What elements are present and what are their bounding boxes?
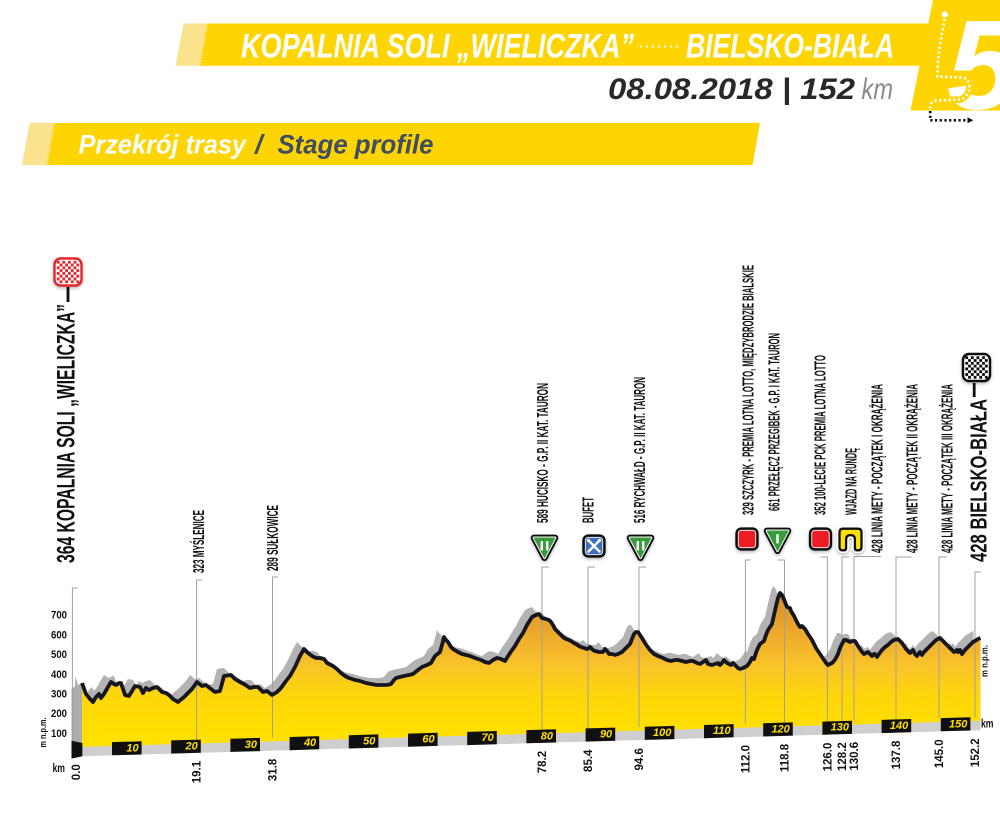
svg-text:112.0: 112.0 [740,745,752,773]
svg-text:661 PRZEŁĘCZ PRZEGIBEK - G.P.: 661 PRZEŁĘCZ PRZEGIBEK - G.P. I KAT. TAU… [767,333,784,511]
svg-text:428 LINIA METY - POCZĄTEK III: 428 LINIA METY - POCZĄTEK III OKRĄŻENIA [939,384,957,553]
svg-text:600: 600 [51,629,67,641]
svg-text:KOPALNIA SOLI „WIELICZKA”: KOPALNIA SOLI „WIELICZKA” [241,28,634,66]
svg-text:352 100-LECIE PCK PREMIA LOTNA: 352 100-LECIE PCK PREMIA LOTNA LOTTO [813,355,830,515]
svg-text:80: 80 [541,730,554,742]
svg-text:428 LINIA METY - POCZĄTEK I OK: 428 LINIA METY - POCZĄTEK I OKRĄŻENIA [869,384,887,553]
svg-text:40: 40 [303,737,317,749]
svg-text:85.4: 85.4 [583,749,595,772]
svg-text:78.2: 78.2 [537,751,549,773]
svg-text:118.8: 118.8 [780,743,792,772]
svg-text:289 SUŁKOWICE: 289 SUŁKOWICE [265,505,282,571]
svg-text:323 MYŚLENICE: 323 MYŚLENICE [189,510,208,573]
svg-text:516 RYCHWAŁD - G.P. II KAT. TA: 516 RYCHWAŁD - G.P. II KAT. TAURON [632,377,649,523]
svg-text:19.1: 19.1 [192,760,204,783]
svg-text:400: 400 [51,669,67,681]
svg-text:428 BIELSKO-BIAŁA: 428 BIELSKO-BIAŁA [966,399,992,562]
svg-text:m n.p.m.: m n.p.m. [38,718,48,748]
svg-text:30: 30 [245,739,258,751]
svg-text:m n.p.m.: m n.p.m. [980,645,990,677]
svg-text:150: 150 [949,718,968,730]
svg-text:0.0: 0.0 [71,764,83,780]
svg-text:km: km [53,763,66,775]
svg-text:126.0: 126.0 [822,743,834,772]
svg-text:BUFET: BUFET [581,497,598,523]
svg-text:Przekrój trasy: Przekrój trasy [79,130,248,160]
svg-text:Stage profile: Stage profile [278,130,434,160]
svg-text:20: 20 [185,741,199,753]
svg-text:50: 50 [363,735,376,747]
svg-text:145.0: 145.0 [934,739,946,768]
svg-text:700: 700 [51,610,67,622]
svg-text:110: 110 [713,725,731,737]
svg-text:364 KOPALNIA SOLI „WIELICZKA”: 364 KOPALNIA SOLI „WIELICZKA” [53,304,81,563]
svg-text:329 SZCZYRK - PREMIA LOTNA LOT: 329 SZCZYRK - PREMIA LOTNA LOTTO, MIĘDZY… [741,265,758,515]
svg-text:200: 200 [51,708,67,720]
svg-text:130.6: 130.6 [849,742,861,771]
svg-text:94.6: 94.6 [634,748,646,770]
svg-text:BIELSKO-BIAŁA: BIELSKO-BIAŁA [686,28,894,66]
svg-text:100: 100 [51,728,67,740]
svg-text:128.2: 128.2 [837,742,849,771]
svg-text:60: 60 [422,734,435,746]
svg-text:130: 130 [831,722,850,734]
svg-text:90: 90 [600,729,613,741]
svg-text:5: 5 [947,0,1000,136]
svg-text:140: 140 [890,720,909,732]
svg-text:WJAZD NA RUNDĘ: WJAZD NA RUNDĘ [844,448,861,515]
svg-text:km: km [981,719,994,731]
svg-text:10: 10 [126,742,139,754]
svg-text:500: 500 [51,649,67,661]
svg-text:08.08.2018 | 152 km: 08.08.2018 | 152 km [608,73,893,106]
svg-text:100: 100 [653,727,672,739]
svg-text:589 HUCISKO - G.P. II KAT. TAU: 589 HUCISKO - G.P. II KAT. TAURON [535,383,552,523]
svg-text:300: 300 [51,689,67,701]
svg-text:428 LINIA METY - POCZĄTEK II O: 428 LINIA METY - POCZĄTEK II OKRĄŻENIA [904,384,922,553]
svg-text:70: 70 [482,732,495,744]
svg-text:137.8: 137.8 [891,740,903,769]
svg-text:31.8: 31.8 [268,758,280,781]
svg-text:152.2: 152.2 [970,738,982,767]
svg-text:120: 120 [771,723,790,735]
